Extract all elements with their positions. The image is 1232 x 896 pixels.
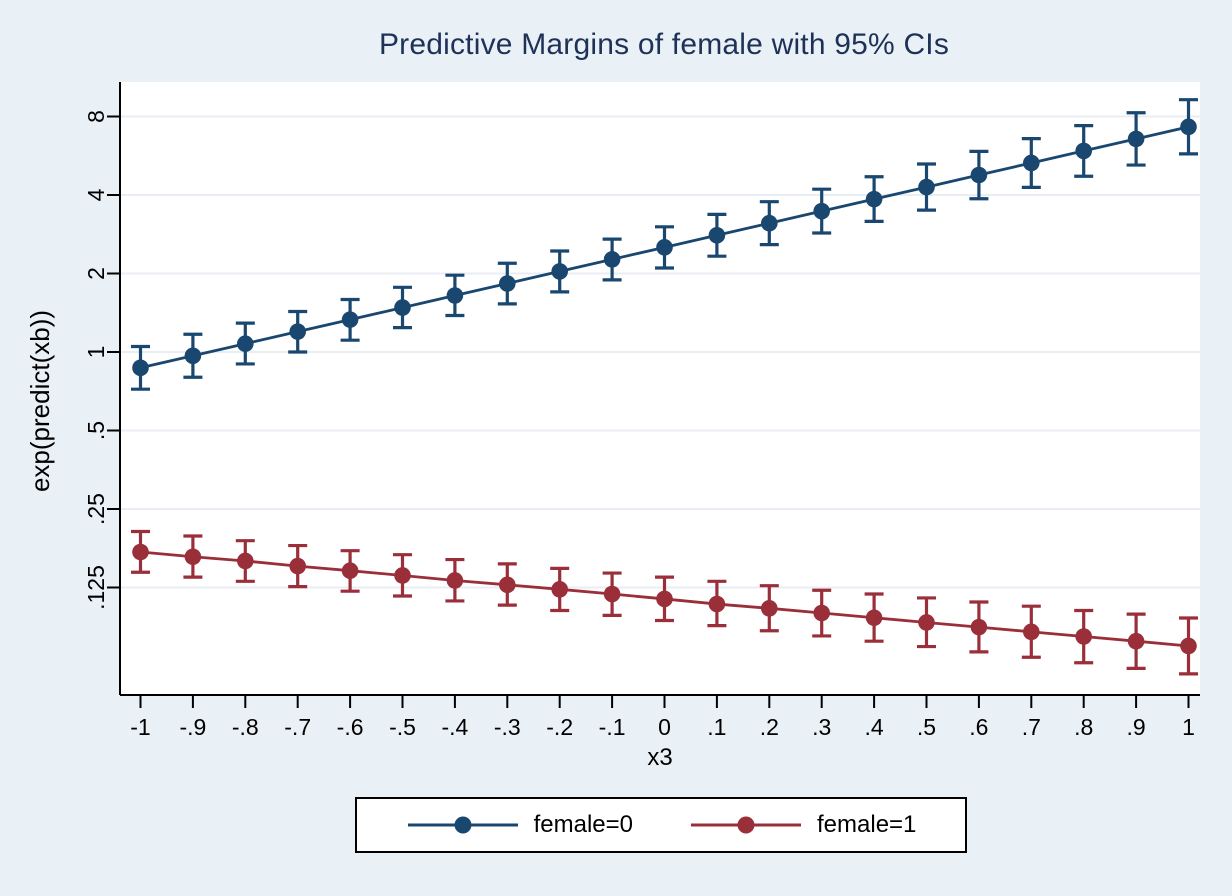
x-tick-label: .3: [812, 714, 831, 740]
data-point: [1075, 628, 1092, 645]
x-axis-ticks: -1 -.9 -.8 -.7 -.6 -.5 -.4 -.3 -.2 -.1 0 .1 .2 .3 .4 .5…: [130, 695, 1195, 740]
legend-entry-female-1: female=1: [689, 811, 916, 839]
x-tick-label: -1: [130, 714, 150, 740]
x-tick-label: -.5: [389, 714, 416, 740]
data-point: [446, 572, 464, 589]
data-point: [499, 576, 516, 594]
data-point: [1180, 637, 1197, 655]
data-point: [970, 618, 988, 636]
x-tick-label: 1: [1182, 714, 1195, 740]
data-point: [813, 604, 830, 622]
legend-entry-female-0: female=0: [406, 811, 633, 839]
data-point: [865, 609, 883, 627]
data-point: [237, 335, 254, 353]
series-female-0: [131, 98, 1198, 391]
data-point: [499, 275, 516, 292]
y-tick-label: 1: [83, 346, 109, 359]
legend-box: female=0 female=1: [355, 797, 967, 853]
y-axis-title: exp(predict(xb)): [25, 309, 55, 493]
data-point: [1023, 154, 1040, 172]
x-tick-label: -.4: [441, 714, 468, 740]
legend-marker-female-1-icon: [691, 816, 801, 834]
x-tick-label: 0: [658, 714, 671, 740]
x-tick-label: .1: [707, 714, 726, 740]
data-point: [1180, 118, 1197, 136]
data-point: [184, 548, 202, 566]
data-point: [1127, 130, 1145, 148]
x-tick-label: .8: [1074, 714, 1093, 740]
x-tick-label: -.7: [284, 714, 311, 740]
data-point: [603, 585, 621, 603]
data-point: [603, 251, 621, 268]
data-point: [1127, 632, 1145, 650]
data-point: [394, 567, 411, 584]
legend-label-female-0: female=0: [533, 811, 633, 838]
y-tick-label: .25: [83, 493, 109, 525]
data-point: [341, 562, 359, 579]
x-tick-label: -.8: [232, 714, 259, 740]
y-tick-label: .5: [83, 421, 109, 440]
data-point: [132, 359, 149, 377]
y-axis-ticks: 8 4 2 1 .5 .25 .125: [83, 110, 120, 610]
x-tick-label: -.2: [546, 714, 573, 740]
data-point: [184, 347, 202, 365]
data-point: [970, 166, 988, 184]
data-point: [761, 214, 778, 232]
data-point: [813, 202, 830, 220]
data-point: [918, 614, 935, 631]
x-tick-label: -.6: [337, 714, 364, 740]
x-tick-label: -.3: [494, 714, 521, 740]
legend-label-female-1: female=1: [817, 811, 917, 838]
data-point: [1023, 623, 1040, 641]
data-point: [761, 600, 778, 617]
x-tick-label: .4: [865, 714, 884, 740]
data-point: [551, 263, 568, 280]
x-tick-label: -.1: [599, 714, 626, 740]
x-tick-label: .6: [969, 714, 988, 740]
y-tick-label: .125: [83, 565, 109, 610]
data-point: [708, 226, 726, 244]
series-female-1: [131, 529, 1198, 676]
data-point: [656, 239, 673, 256]
data-point: [446, 287, 464, 304]
data-point: [918, 178, 935, 196]
data-point: [394, 299, 411, 316]
chart-title: Predictive Margins of female with 95% CI…: [378, 28, 950, 61]
data-point: [289, 557, 307, 575]
x-tick-label: .2: [760, 714, 779, 740]
data-point: [289, 323, 307, 340]
y-gridlines: [120, 115, 1200, 589]
x-axis-title: x3: [647, 744, 673, 771]
data-point: [865, 190, 883, 208]
data-point: [132, 543, 149, 561]
x-tick-label: .5: [917, 714, 936, 740]
y-tick-label: 2: [83, 267, 109, 280]
data-point: [551, 581, 568, 598]
y-tick-label: 4: [83, 188, 109, 201]
y-tick-label: 8: [83, 110, 109, 123]
x-tick-label: .9: [1127, 714, 1146, 740]
data-point: [656, 590, 673, 608]
data-point: [341, 311, 359, 328]
x-tick-label: .7: [1022, 714, 1041, 740]
data-point: [1075, 142, 1092, 160]
data-point: [237, 552, 254, 570]
legend-marker-female-0-icon: [407, 816, 518, 834]
data-point: [708, 595, 726, 613]
x-tick-label: -.9: [179, 714, 206, 740]
